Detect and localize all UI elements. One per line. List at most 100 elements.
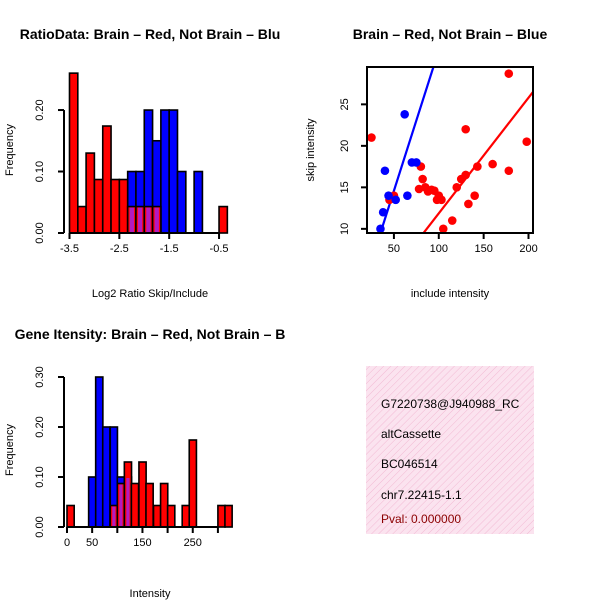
scatter-x-tick-label: 100 xyxy=(430,243,448,255)
scatter-point-not-brain xyxy=(391,195,401,205)
intensity-histogram-bar-not-brain xyxy=(94,376,104,528)
ratio-histogram-xlabel: Log2 Ratio Skip/Include xyxy=(92,288,208,300)
scatter-point-not-brain xyxy=(384,191,393,200)
scatter-y-tick-label: 20 xyxy=(339,140,351,152)
scatter-xlabel: include intensity xyxy=(411,288,490,300)
intensity-histogram-x-tick-label: 50 xyxy=(86,537,98,549)
intensity-histogram-bar-brain xyxy=(138,461,147,528)
intensity-histogram-bar-brain xyxy=(145,482,154,528)
ratio-histogram-bar-brain xyxy=(118,178,129,234)
scatter-point-not-brain xyxy=(378,207,388,217)
pval-text: Pval: 0.000000 xyxy=(381,512,461,526)
scatter-point-brain xyxy=(464,199,473,209)
intensity-histogram-bar-brain xyxy=(130,482,140,528)
intensity-histogram-bar-brain xyxy=(224,504,233,528)
intensity-histogram-panel: Gene Itensity: Brain – Red, Not Brain – … xyxy=(4,326,285,600)
scatter-y-tick-label: 10 xyxy=(339,223,351,235)
intensity-histogram-bar-brain xyxy=(152,504,162,528)
scatter-point-brain xyxy=(452,183,462,192)
scatter-point-not-brain xyxy=(400,110,409,119)
ratio-histogram-bar-brain xyxy=(101,125,112,234)
ratio-histogram-bar-not-brain xyxy=(168,109,179,234)
ratio-histogram-x-tick-label: -3.5 xyxy=(60,243,79,255)
intensity-histogram-axes: 0 50 150 250 0.00 0.10 0.20 0.30 xyxy=(34,366,219,549)
event-id-text: G7220738@J940988_RC xyxy=(381,397,520,411)
intensity-histogram-bar-not-brain xyxy=(87,476,97,528)
gene-info-panel: G7220738@J940988_RC altCassette BC046514… xyxy=(366,366,534,534)
scatter-point-not-brain xyxy=(403,191,412,200)
ratio-histogram-title: RatioData: Brain – Red, Not Brain – Blu xyxy=(20,26,281,42)
ratio-histogram-y-tick-label: 0.00 xyxy=(34,222,46,243)
scatter-point-brain xyxy=(504,166,514,176)
ratio-histogram-bar-brain xyxy=(110,178,121,234)
scatter-axes: 50 100 150 200 10 15 20 25 xyxy=(339,66,538,255)
ratio-histogram-panel: RatioData: Brain – Red, Not Brain – Blu … xyxy=(4,26,280,300)
ratio-histogram-bar-brain xyxy=(85,152,96,234)
scatter-point-brain xyxy=(488,159,497,169)
ratio-histogram-bar-brain xyxy=(218,205,229,234)
ratio-histogram-axes: -3.5 -2.5 -1.5 -0.5 0.00 0.10 0.20 xyxy=(34,99,229,255)
scatter-point-brain xyxy=(461,170,471,180)
scatter-point-brain xyxy=(418,174,427,184)
scatter-fit-lines xyxy=(379,67,533,232)
intensity-histogram-bar-not-brain xyxy=(101,426,111,528)
scatter-x-tick-label: 150 xyxy=(474,243,492,255)
info-panel-background xyxy=(366,366,534,534)
scatter-point-brain xyxy=(438,224,448,234)
intensity-histogram-bar-overlap xyxy=(119,484,123,526)
intensity-histogram-bar-brain xyxy=(166,504,176,528)
ratio-histogram-y-tick-label: 0.10 xyxy=(34,161,46,182)
intensity-histogram-y-tick-label: 0.30 xyxy=(34,366,46,387)
intensity-histogram-bar-brain xyxy=(188,439,198,528)
intensity-histogram-bar-brain xyxy=(159,482,169,528)
intensity-histogram-bar-overlap xyxy=(112,506,116,526)
scatter-point-not-brain xyxy=(380,166,390,176)
ratio-histogram-bar-not-brain xyxy=(193,170,204,234)
intensity-histogram-bar-brain xyxy=(217,504,226,528)
scatter-fit-line-not-brain xyxy=(379,67,435,232)
scatter-point-brain xyxy=(367,133,376,142)
scatter-point-brain xyxy=(447,216,457,225)
intensity-histogram-y-tick-label: 0.10 xyxy=(34,466,46,487)
ratio-histogram-x-tick-label: -0.5 xyxy=(210,243,229,255)
intensity-histogram-x-tick-label: 150 xyxy=(133,537,151,549)
intensity-histogram-y-tick-label: 0.20 xyxy=(34,416,46,437)
intensity-histogram-title: Gene Itensity: Brain – Red, Not Brain – … xyxy=(15,326,286,342)
scatter-points xyxy=(367,69,532,234)
scatter-plot-frame xyxy=(366,66,534,234)
ratio-histogram-ylabel: Frequency xyxy=(4,124,16,176)
scatter-title: Brain – Red, Not Brain – Blue xyxy=(353,26,548,42)
intensity-histogram-bar-overlap xyxy=(126,478,130,526)
ratio-histogram-bar-overlap xyxy=(146,207,151,232)
intensity-histogram-ylabel: Frequency xyxy=(4,424,16,476)
ratio-histogram-x-tick-label: -2.5 xyxy=(110,243,129,255)
scatter-x-tick-label: 50 xyxy=(388,243,400,255)
intensity-histogram-xlabel: Intensity xyxy=(130,588,171,600)
ratio-histogram-x-tick-label: -1.5 xyxy=(160,243,179,255)
ratio-histogram-bar-overlap xyxy=(129,207,134,232)
intensity-histogram-y-tick-label: 0.00 xyxy=(34,516,46,537)
event-type-text: altCassette xyxy=(381,427,441,441)
scatter-point-brain xyxy=(522,137,532,146)
intensity-histogram-x-tick-label: 250 xyxy=(184,537,202,549)
intensity-scatter-panel: Brain – Red, Not Brain – Blue 50 100 150 20… xyxy=(305,26,547,300)
accession-text: BC046514 xyxy=(381,457,438,471)
ratio-histogram-bars xyxy=(68,72,229,234)
scatter-point-not-brain xyxy=(376,224,385,234)
ratio-histogram-bar-not-brain xyxy=(176,170,187,234)
scatter-point-brain xyxy=(437,195,446,205)
ratio-histogram-bar-not-brain xyxy=(160,109,170,234)
ratio-histogram-bar-overlap xyxy=(154,207,159,232)
scatter-ylabel: skip intensity xyxy=(305,118,317,181)
ratio-histogram-bar-brain xyxy=(77,205,87,234)
scatter-y-tick-label: 15 xyxy=(339,181,351,193)
ratio-histogram-bar-brain xyxy=(93,178,104,234)
scatter-point-brain xyxy=(504,69,514,78)
intensity-histogram-x-tick-label: 0 xyxy=(64,537,70,549)
scatter-point-brain xyxy=(473,162,482,171)
scatter-point-brain xyxy=(461,124,471,134)
scatter-point-brain xyxy=(470,191,479,200)
scatter-point-not-brain xyxy=(412,158,421,167)
ratio-histogram-bar-overlap xyxy=(137,207,143,232)
ratio-histogram-bar-brain xyxy=(68,72,79,234)
